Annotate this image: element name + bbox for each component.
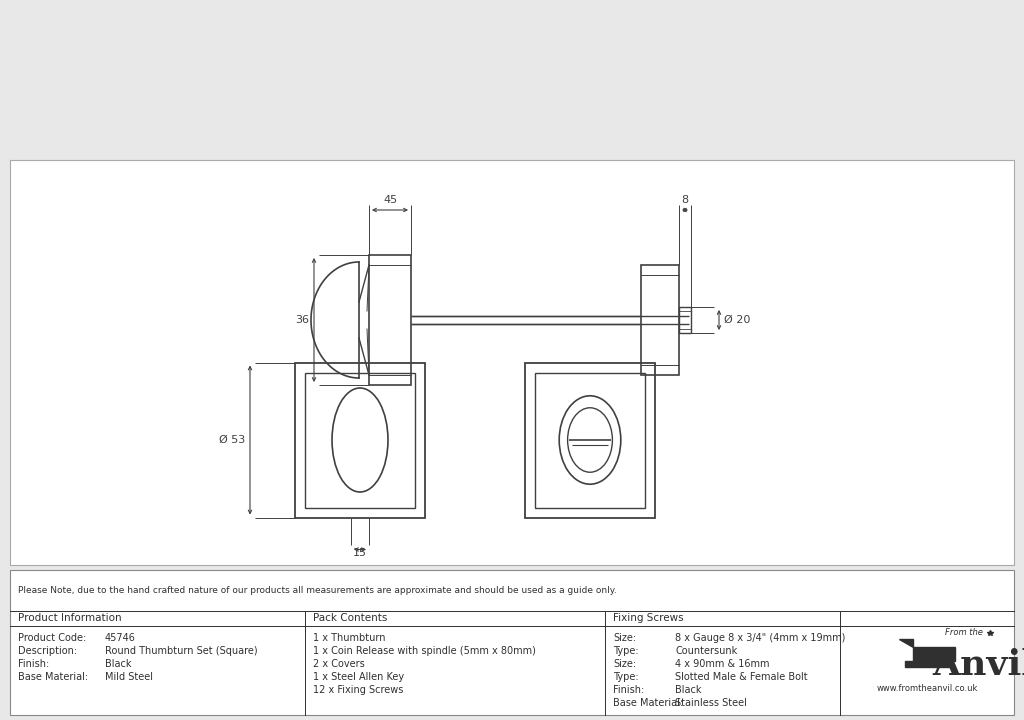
Bar <box>369 255 411 385</box>
Text: Base Material:: Base Material: <box>18 672 88 682</box>
Text: 1 x Steel Allen Key: 1 x Steel Allen Key <box>313 672 404 682</box>
Text: Fixing Screws: Fixing Screws <box>613 613 684 623</box>
Text: Product Code:: Product Code: <box>18 633 86 642</box>
Text: From the: From the <box>945 629 983 637</box>
Bar <box>10 570 1014 715</box>
Text: Finish:: Finish: <box>18 659 49 669</box>
Text: Ø 53: Ø 53 <box>219 435 245 445</box>
Text: Pack Contents: Pack Contents <box>313 613 387 623</box>
Text: 8: 8 <box>681 195 688 205</box>
Text: Base Material:: Base Material: <box>613 698 683 708</box>
Polygon shape <box>905 661 949 667</box>
Text: Black: Black <box>105 659 131 669</box>
Text: Finish:: Finish: <box>613 685 644 695</box>
Text: 8 x Gauge 8 x 3/4" (4mm x 19mm): 8 x Gauge 8 x 3/4" (4mm x 19mm) <box>675 633 846 642</box>
Bar <box>295 362 425 518</box>
Bar <box>305 372 415 508</box>
Text: Mild Steel: Mild Steel <box>105 672 153 682</box>
Text: www.fromtheanvil.co.uk: www.fromtheanvil.co.uk <box>877 684 978 693</box>
Text: 12 x Fixing Screws: 12 x Fixing Screws <box>313 685 403 695</box>
Text: Anvil: Anvil <box>932 648 1024 682</box>
Bar <box>525 362 655 518</box>
Text: 1 x Coin Release with spindle (5mm x 80mm): 1 x Coin Release with spindle (5mm x 80m… <box>313 646 536 656</box>
Text: Round Thumbturn Set (Square): Round Thumbturn Set (Square) <box>105 646 258 656</box>
Text: Slotted Male & Female Bolt: Slotted Male & Female Bolt <box>675 672 808 682</box>
Text: Type:: Type: <box>613 646 639 656</box>
Text: Size:: Size: <box>613 633 636 642</box>
Text: Stainless Steel: Stainless Steel <box>675 698 746 708</box>
Text: 4 x 90mm & 16mm: 4 x 90mm & 16mm <box>675 659 769 669</box>
Text: 1 x Thumbturn: 1 x Thumbturn <box>313 633 385 642</box>
Text: Product Information: Product Information <box>18 613 122 623</box>
Text: 36: 36 <box>295 315 309 325</box>
Bar <box>641 265 679 375</box>
Bar <box>679 307 691 333</box>
Text: Ø 20: Ø 20 <box>724 315 751 325</box>
Text: 2 x Covers: 2 x Covers <box>313 659 365 669</box>
Text: 15: 15 <box>353 547 367 557</box>
Text: Please Note, due to the hand crafted nature of our products all measurements are: Please Note, due to the hand crafted nat… <box>18 586 616 595</box>
Bar <box>10 160 1014 565</box>
Polygon shape <box>913 647 955 661</box>
Bar <box>535 372 645 508</box>
Text: 45746: 45746 <box>105 633 136 642</box>
Text: Black: Black <box>675 685 701 695</box>
Polygon shape <box>899 639 913 647</box>
Text: Countersunk: Countersunk <box>675 646 737 656</box>
Text: Size:: Size: <box>613 659 636 669</box>
Text: 45: 45 <box>383 195 397 205</box>
Text: Type:: Type: <box>613 672 639 682</box>
Text: Description:: Description: <box>18 646 77 656</box>
